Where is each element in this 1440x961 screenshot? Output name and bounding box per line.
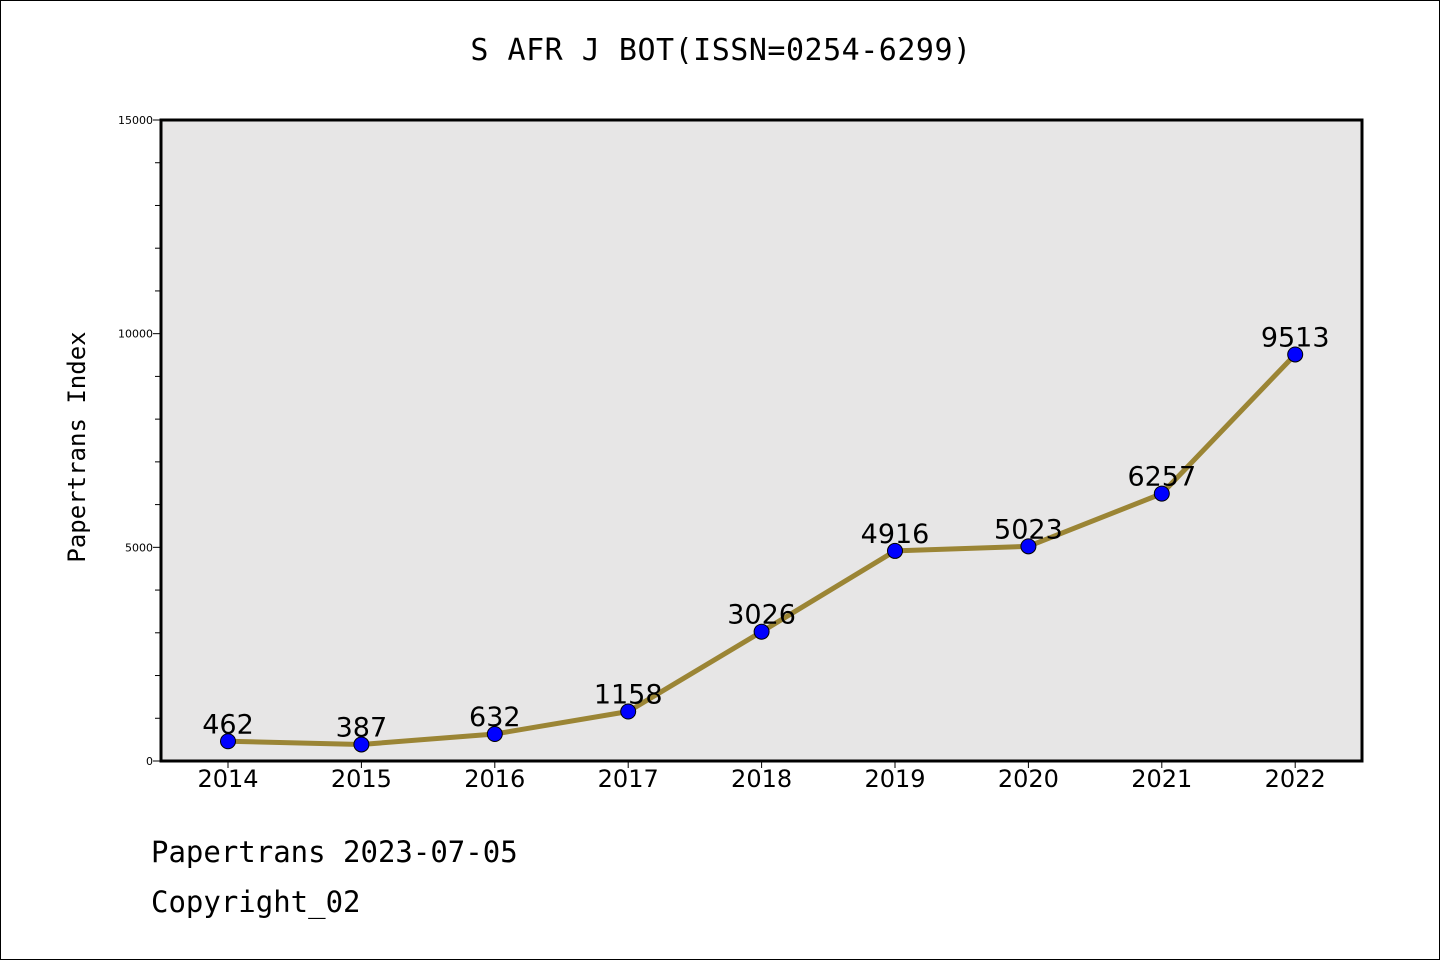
data-label: 9513 [1261,322,1330,353]
data-point [753,623,770,640]
data-point [1287,346,1304,363]
x-axis: 2014 2015 2016 2017 2018 2019 2020 2021 2022 [197,761,1326,793]
plot-area [161,120,1362,761]
x-tick-label: 2018 [731,765,792,793]
x-tick-label: 2019 [864,765,925,793]
data-labels: 462 387 632 1158 3026 4916 5023 6257 9513 [202,322,1329,743]
data-point [486,725,503,742]
data-point [1153,485,1170,502]
footer-date: Papertrans 2023-07-05 [151,835,518,869]
x-tick-label: 2022 [1265,765,1326,793]
data-label: 1158 [594,680,663,711]
x-tick-label: 2014 [197,765,258,793]
data-point [620,703,637,720]
data-label: 462 [202,709,254,740]
footer-copyright: Copyright_02 [151,885,361,919]
data-label: 3026 [727,600,796,631]
data-label: 5023 [994,514,1063,545]
data-point [353,736,370,753]
x-tick-label: 2021 [1131,765,1192,793]
series-markers [220,346,1304,753]
y-tick-label: 5000 [125,541,153,554]
data-label: 6257 [1127,462,1196,493]
x-tick-label: 2015 [331,765,392,793]
data-point [887,542,903,559]
data-point [1020,538,1037,555]
data-label: 4916 [861,519,930,550]
plot-border [159,118,1364,763]
y-tick-label: 10000 [118,328,153,341]
y-tick-label: 0 [146,755,153,768]
x-tick-label: 2017 [598,765,659,793]
x-tick-label: 2016 [464,765,525,793]
data-label: 387 [336,712,388,743]
y-tick-label: 15000 [118,114,153,127]
data-label: 632 [469,702,521,733]
data-point [220,733,236,750]
chart-title: S AFR J BOT(ISSN=0254-6299) [470,33,972,68]
x-tick-label: 2020 [998,765,1059,793]
y-axis: 0 5000 10000 15000 [118,114,161,768]
